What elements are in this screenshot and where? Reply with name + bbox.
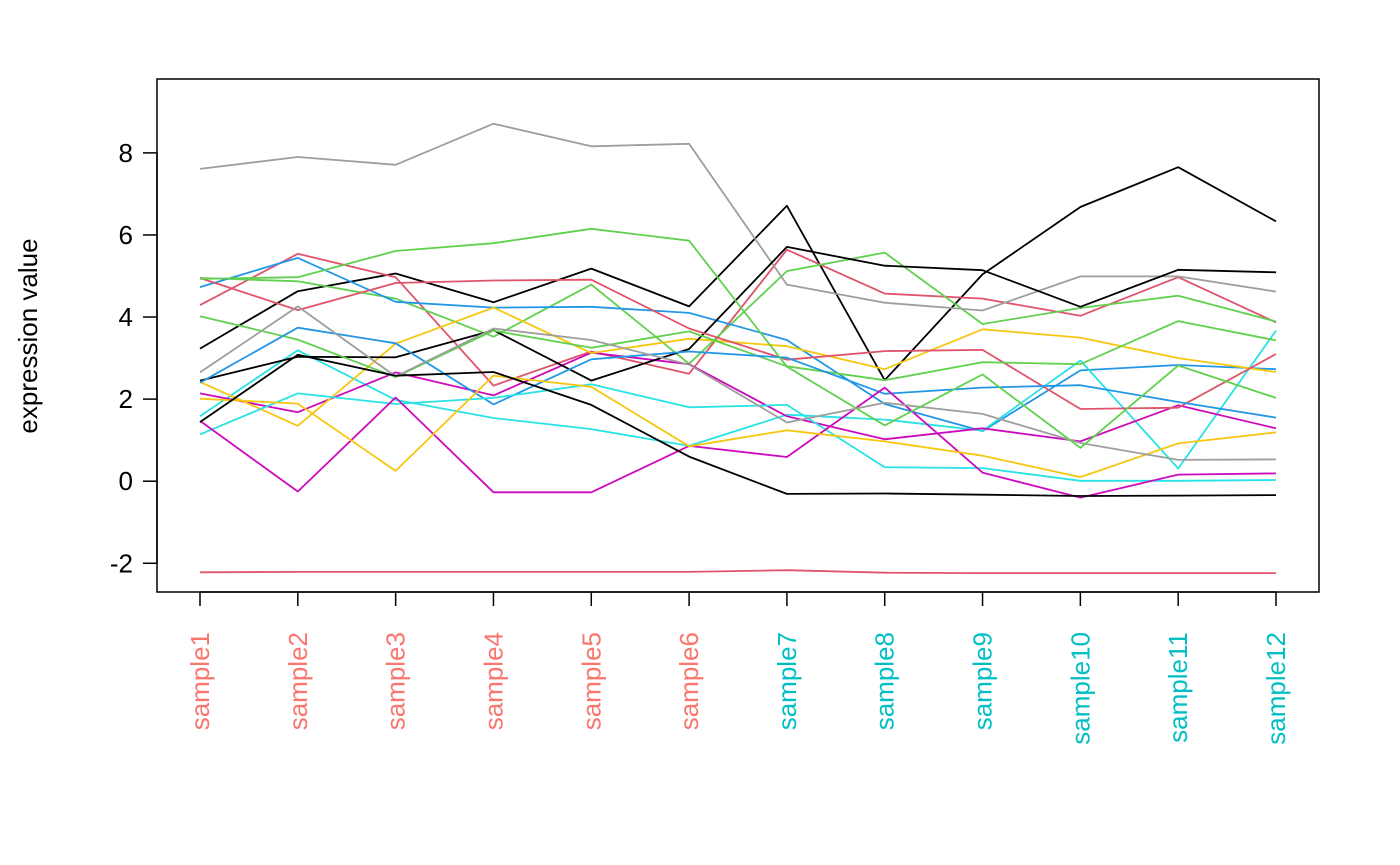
series-line-17 bbox=[199, 353, 1277, 497]
x-tick-label-sample4: sample4 bbox=[478, 632, 508, 730]
series-line-10 bbox=[199, 277, 1277, 410]
series-line-6 bbox=[199, 351, 1277, 443]
series-line-12 bbox=[199, 326, 1277, 419]
x-tick-label-sample5: sample5 bbox=[576, 632, 606, 730]
series-line-13 bbox=[199, 383, 1277, 482]
y-tick-label: 6 bbox=[119, 220, 133, 250]
series-line-1 bbox=[199, 166, 1277, 382]
y-tick-label: 0 bbox=[119, 466, 133, 496]
y-tick-label: -2 bbox=[110, 548, 133, 578]
x-tick-label-sample9: sample9 bbox=[968, 632, 998, 730]
x-tick-label-sample12: sample12 bbox=[1261, 632, 1291, 745]
x-tick-label-sample11: sample11 bbox=[1163, 632, 1193, 743]
series-line-3 bbox=[199, 251, 1277, 365]
series-line-8 bbox=[199, 122, 1277, 312]
y-tick-label: 8 bbox=[119, 138, 133, 168]
x-tick-label-sample3: sample3 bbox=[381, 632, 411, 730]
x-axis: sample1 sample2 sample3 sample4 sample5 sampl… bbox=[185, 591, 1291, 745]
series-lines bbox=[199, 122, 1277, 574]
series-line-19 bbox=[199, 227, 1277, 449]
series-line-18 bbox=[199, 569, 1276, 574]
x-tick-label-sample2: sample2 bbox=[283, 632, 313, 730]
series-line-11 bbox=[199, 315, 1277, 382]
y-axis: -2 0 2 4 6 8 bbox=[110, 138, 158, 578]
series-line-14 bbox=[199, 386, 1277, 499]
series-line-4 bbox=[199, 256, 1277, 433]
y-tick-label: 2 bbox=[119, 384, 133, 414]
series-line-5 bbox=[199, 330, 1277, 470]
x-tick-label-sample1: sample1 bbox=[185, 632, 215, 730]
y-axis-title: expression value bbox=[13, 238, 43, 433]
y-tick-label: 4 bbox=[119, 302, 133, 332]
x-tick-label-sample10: sample10 bbox=[1065, 632, 1095, 745]
series-line-15 bbox=[199, 374, 1277, 479]
series-line-2 bbox=[199, 248, 1277, 387]
series-line-16 bbox=[199, 305, 1277, 461]
x-tick-label-sample8: sample8 bbox=[870, 632, 900, 730]
series-line-9 bbox=[199, 245, 1277, 382]
x-tick-label-sample7: sample7 bbox=[772, 632, 802, 730]
x-tick-label-sample6: sample6 bbox=[674, 632, 704, 730]
